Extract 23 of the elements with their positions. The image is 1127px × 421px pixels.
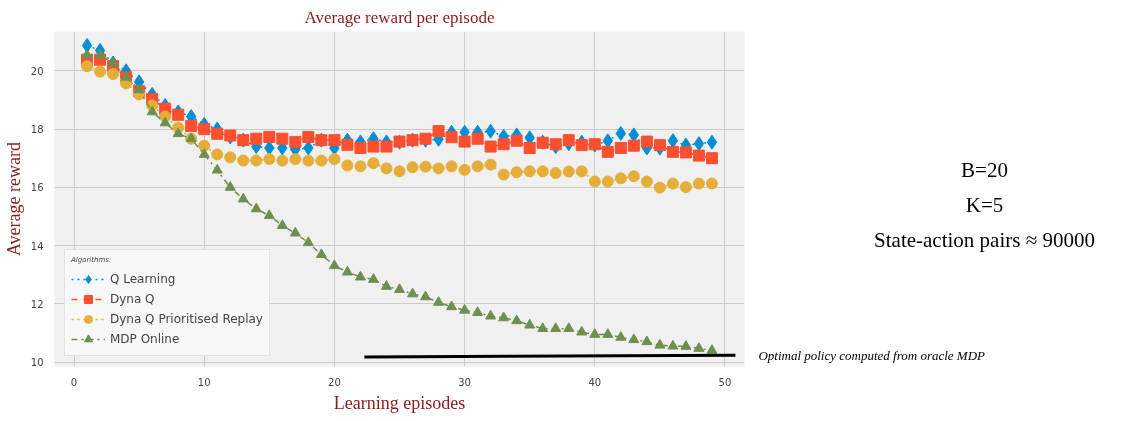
y-tick-label: 20 xyxy=(30,65,44,77)
text: B=20 xyxy=(961,157,1008,182)
y-tick-label: 14 xyxy=(30,240,44,252)
text: State-action pairs ≈ 90000 xyxy=(874,227,1095,252)
x-tick-label: 30 xyxy=(458,376,471,388)
y-tick-label: 16 xyxy=(30,182,44,194)
x-tick-label: 0 xyxy=(70,376,78,388)
y-axis-title: Average reward xyxy=(3,141,24,257)
legend-label: Q Learning xyxy=(110,272,176,286)
annotation: Optimal policy computed from oracle MDP xyxy=(758,347,986,363)
x-tick-label: 20 xyxy=(328,376,341,388)
x-tick-label: 50 xyxy=(718,376,732,388)
legend-label: Dyna Q Prioritised Replay xyxy=(110,312,263,326)
chart-title: Average reward per episode xyxy=(304,7,495,27)
y-tick-label: 10 xyxy=(30,357,44,369)
x-axis-title: Learning episodes xyxy=(333,392,466,413)
x-tick-label: 10 xyxy=(197,376,211,388)
y-tick-label: 18 xyxy=(30,124,44,136)
x-tick-label: 40 xyxy=(588,376,602,388)
text: K=5 xyxy=(965,192,1004,217)
y-tick-label: 12 xyxy=(30,298,44,310)
legend-label: Dyna Q xyxy=(110,292,155,306)
legend-label: MDP Online xyxy=(110,332,180,346)
